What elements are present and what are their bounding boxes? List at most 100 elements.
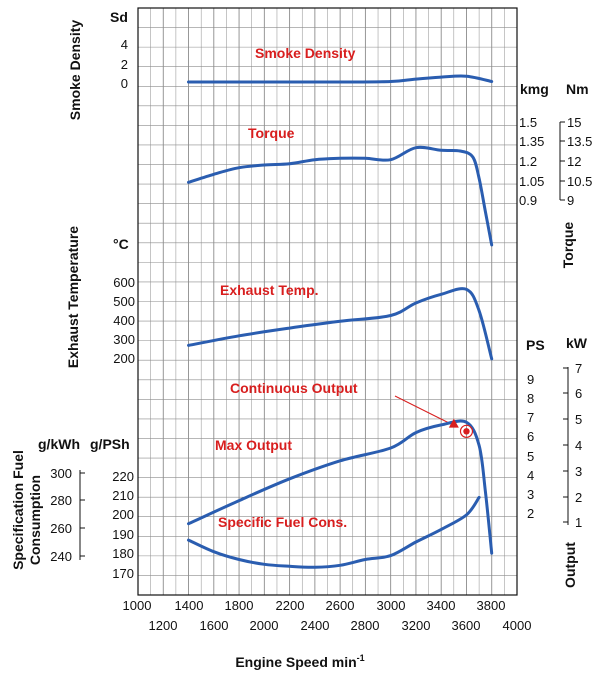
output-kw-tick: 3 [575, 464, 582, 479]
fuel-gkwh-tick: 260 [50, 521, 72, 536]
torque-kgm-tick: 1.35 [519, 134, 544, 149]
exhaust-tick: 400 [113, 313, 135, 328]
output-kw-tick: 4 [575, 438, 582, 453]
exhaust-tick: 200 [113, 351, 135, 366]
output-ps-tick: 5 [527, 449, 534, 464]
fuel-gpsh-tick: 190 [112, 527, 134, 542]
torque-kgm-tick: 1.2 [519, 154, 537, 169]
torque-kgm-tick: 0.9 [519, 193, 537, 208]
x-tick: 2400 [301, 618, 330, 633]
fuel-gkwh-tick: 240 [50, 549, 72, 564]
torque-kgm-tick: 1.05 [519, 174, 544, 189]
fuel-gpsh-tick: 220 [112, 469, 134, 484]
smoke-tick-0: 0 [121, 76, 128, 91]
output-ps-tick: 2 [527, 506, 534, 521]
x-axis-title-sup: -1 [357, 653, 365, 663]
series-exhaust-temp-line [187, 287, 494, 361]
output-ps-tick: 9 [527, 372, 534, 387]
fuel-gpsh-tick: 200 [112, 507, 134, 522]
torque-nm-tick: 12 [567, 154, 581, 169]
smoke-unit-label: Sd [110, 9, 128, 25]
fuel-gpsh-tick: 180 [112, 546, 134, 561]
x-tick: 1400 [175, 598, 204, 613]
x-tick: 3000 [377, 598, 406, 613]
output-kw-tick: 1 [575, 515, 582, 530]
torque-axis-title: Torque [560, 222, 576, 269]
exhaust-tick: 300 [113, 332, 135, 347]
fuel-unit-gpsh: g/PSh [90, 436, 130, 452]
exhaust-axis-title: Exhaust Temperature [65, 226, 81, 368]
x-tick: 3600 [452, 618, 481, 633]
torque-curve-label: Torque [248, 125, 295, 141]
continuous-output-marker [463, 428, 470, 435]
series-torque-line [187, 145, 494, 247]
output-ps-tick: 4 [527, 468, 534, 483]
torque-kgm-ticks: 1.5 1.35 1.2 1.05 0.9 [519, 115, 544, 208]
x-tick: 3400 [427, 598, 456, 613]
torque-nm-tick: 10.5 [567, 174, 592, 189]
output-kw-ticks: 7 6 5 4 3 2 1 [575, 361, 582, 530]
torque-nm-tick: 15 [567, 115, 581, 130]
series-max-output-line [187, 419, 494, 555]
x-ticks-bottom: 1200 1600 2000 2400 2800 3200 3600 4000 [149, 618, 532, 633]
x-tick: 2800 [351, 618, 380, 633]
x-tick: 3200 [402, 618, 431, 633]
output-kw-tick: 2 [575, 490, 582, 505]
fuel-axis-title-line2: Consumption [27, 475, 43, 565]
x-tick: 1600 [200, 618, 229, 633]
fuel-gkwh-tick: 280 [50, 493, 72, 508]
x-tick: 2200 [276, 598, 305, 613]
plot-frame [137, 7, 518, 596]
fuel-unit-gkwh: g/kWh [38, 436, 80, 452]
specific-fuel-curve-label: Specific Fuel Cons. [218, 514, 347, 530]
output-unit-kw: kW [566, 335, 588, 351]
output-ps-tick: 8 [527, 391, 534, 406]
output-ps-tick: 6 [527, 429, 534, 444]
output-kw-tick: 5 [575, 412, 582, 427]
x-tick: 2600 [326, 598, 355, 613]
fuel-gpsh-tick: 210 [112, 488, 134, 503]
continuous-output-annotation: Continuous Output [230, 380, 358, 396]
x-tick: 3800 [477, 598, 506, 613]
fuel-gpsh-tick: 170 [112, 566, 134, 581]
x-axis-title-text: Engine Speed min [235, 654, 356, 670]
output-kw-tick: 6 [575, 386, 582, 401]
x-tick: 2000 [250, 618, 279, 633]
x-tick: 4000 [503, 618, 532, 633]
chart-grid [137, 7, 518, 596]
continuous-output-arrow [394, 395, 456, 427]
x-tick: 1200 [149, 618, 178, 633]
smoke-tick-2: 2 [121, 57, 128, 72]
x-axis-title: Engine Speed min-1 [235, 653, 364, 670]
series-smoke-density-line [187, 74, 494, 84]
exhaust-tick: 500 [113, 294, 135, 309]
series-specific-fuel-cons-line [187, 495, 481, 569]
x-tick: 1800 [225, 598, 254, 613]
torque-nm-ticks: 15 13.5 12 10.5 9 [567, 115, 592, 208]
chart-markers [448, 418, 474, 438]
x-ticks-top: 1000 1400 1800 2200 2600 3000 3400 3800 [123, 598, 506, 613]
output-ps-tick: 7 [527, 410, 534, 425]
max-output-curve-label: Max Output [215, 437, 292, 453]
fuel-gpsh-ticks: 220 210 200 190 180 170 [112, 469, 134, 581]
exhaust-temp-curve-label: Exhaust Temp. [220, 282, 319, 298]
exhaust-unit-label: °C [113, 236, 129, 252]
max-output-marker [448, 418, 459, 428]
torque-nm-tick: 13.5 [567, 134, 592, 149]
torque-unit-kgm: kmg [520, 81, 549, 97]
output-ps-ticks: 9 8 7 6 5 4 3 2 [527, 372, 534, 521]
output-kw-tick: 7 [575, 361, 582, 376]
torque-unit-nm: Nm [566, 81, 589, 97]
torque-nm-tick: 9 [567, 193, 574, 208]
x-tick: 1000 [123, 598, 152, 613]
fuel-gkwh-ticks: 300 280 260 240 [50, 466, 72, 564]
continuous-output-marker-ring [459, 424, 474, 438]
output-unit-ps: PS [526, 337, 545, 353]
output-axis-title: Output [562, 542, 578, 588]
fuel-gkwh-tick: 300 [50, 466, 72, 481]
smoke-density-curve-label: Smoke Density [255, 45, 356, 61]
smoke-axis-title: Smoke Density [67, 20, 83, 121]
exhaust-tick: 600 [113, 275, 135, 290]
chart-curves [187, 74, 494, 569]
